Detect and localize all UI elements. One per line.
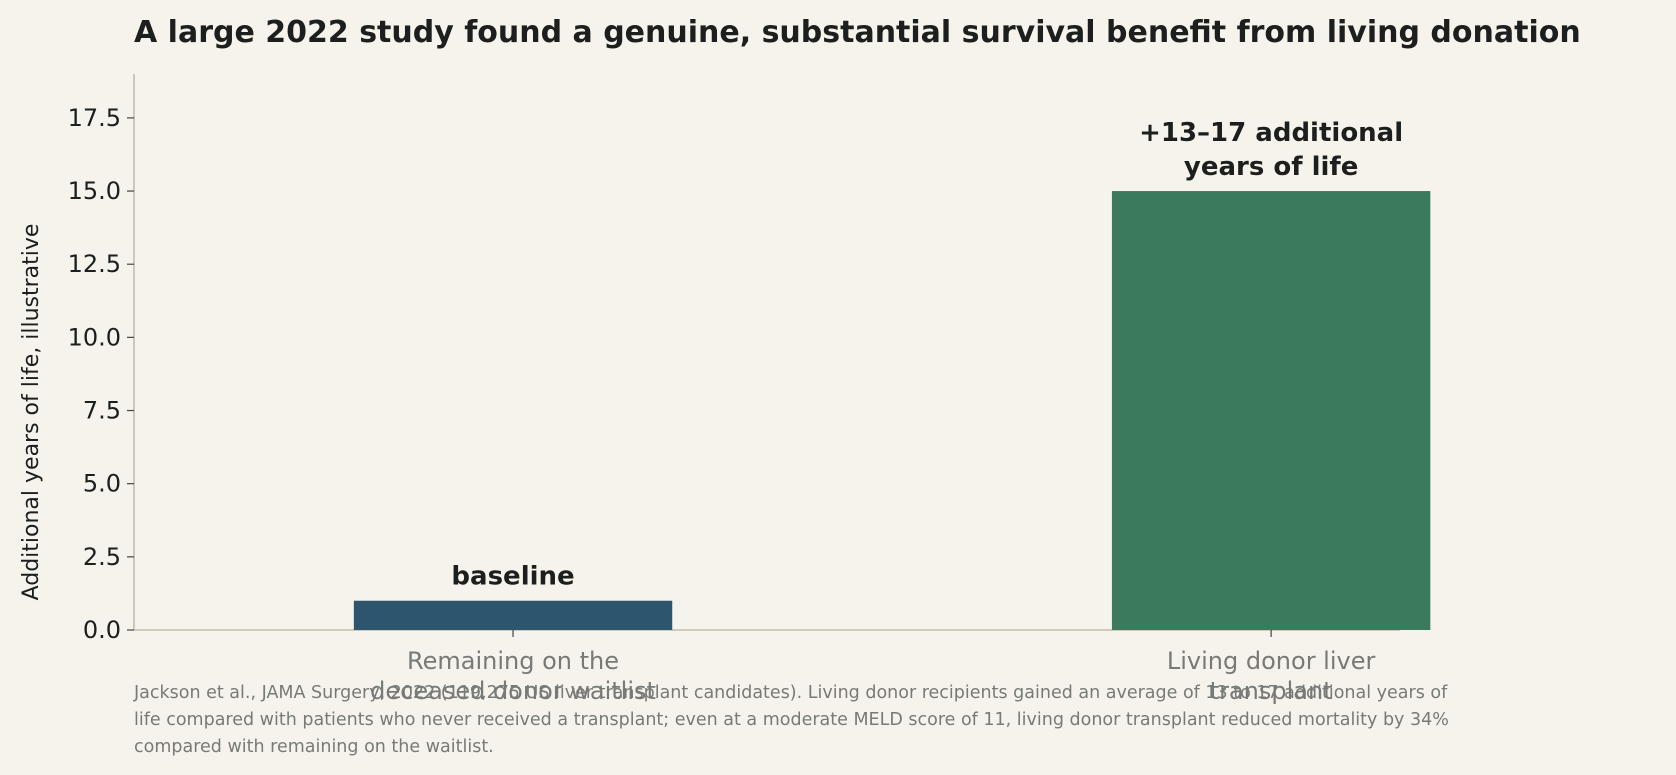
y-tick-label: 17.5: [68, 104, 121, 132]
bar-value-label: years of life: [1184, 152, 1358, 182]
caption-line: life compared with patients who never re…: [134, 710, 1449, 730]
bar: [1111, 191, 1431, 631]
bar: [353, 600, 673, 630]
y-tick-label: 7.5: [83, 397, 121, 425]
y-tick-label: 10.0: [68, 323, 121, 351]
x-tick-label: transplant: [1210, 677, 1333, 705]
y-tick-label: 15.0: [68, 177, 121, 205]
x-tick-label: Living donor liver: [1167, 647, 1376, 675]
bar-value-label: baseline: [451, 562, 574, 592]
y-axis-label: Additional years of life, illustrative: [19, 224, 44, 601]
y-tick-label: 12.5: [68, 250, 121, 278]
plot-area: 0.0 2.5 5.0 7.5 10.0 12.5 15.0 17.5 Remaining on…: [68, 74, 1431, 705]
source-caption: Jackson et al., JAMA Surgery, 2022 (119,…: [133, 683, 1449, 757]
x-tick-label: Remaining on the: [407, 647, 619, 675]
caption-line: compared with remaining on the waitlist.: [134, 737, 494, 757]
bar-value-label: +13–17 additional: [1139, 118, 1403, 148]
y-tick-label: 0.0: [83, 616, 121, 644]
caption-line: Jackson et al., JAMA Surgery, 2022 (119,…: [133, 683, 1448, 703]
x-tick-label: deceased donor waitlist: [370, 677, 656, 705]
chart-title: A large 2022 study found a genuine, subs…: [134, 15, 1581, 50]
y-tick-label: 2.5: [83, 543, 121, 571]
y-tick-label: 5.0: [83, 470, 121, 498]
